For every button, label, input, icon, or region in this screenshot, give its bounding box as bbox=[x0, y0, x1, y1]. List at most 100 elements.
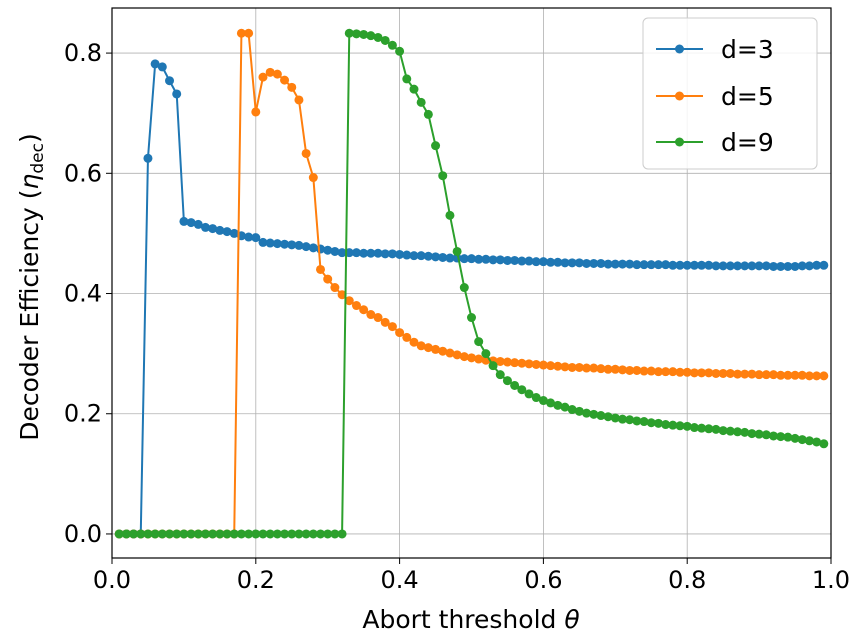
data-point-d3 bbox=[193, 219, 203, 229]
data-point-d9 bbox=[344, 28, 354, 38]
data-point-d3 bbox=[582, 258, 592, 268]
data-point-d3 bbox=[287, 240, 297, 250]
data-point-d9 bbox=[330, 529, 340, 539]
data-point-d5 bbox=[704, 368, 714, 378]
data-point-d3 bbox=[517, 256, 527, 266]
data-point-d5 bbox=[452, 350, 462, 360]
data-point-d3 bbox=[531, 257, 541, 267]
data-point-d3 bbox=[790, 261, 800, 271]
data-point-d5 bbox=[733, 369, 743, 379]
data-point-d3 bbox=[380, 249, 390, 259]
data-point-d3 bbox=[675, 260, 685, 270]
data-point-d5 bbox=[258, 72, 268, 82]
data-point-d5 bbox=[323, 274, 333, 284]
data-point-d5 bbox=[689, 368, 699, 378]
data-point-d5 bbox=[294, 95, 304, 105]
data-point-d3 bbox=[330, 246, 340, 256]
data-point-d9 bbox=[308, 529, 318, 539]
data-point-d9 bbox=[150, 529, 160, 539]
legend-entry-d9: d=9 bbox=[656, 128, 774, 157]
data-point-d3 bbox=[265, 238, 275, 248]
legend-label-d9: d=9 bbox=[721, 128, 774, 157]
data-point-d3 bbox=[747, 261, 757, 271]
legend-label-d3: d=3 bbox=[721, 35, 774, 64]
data-point-d5 bbox=[445, 348, 455, 358]
data-point-d9 bbox=[517, 385, 527, 395]
data-point-d9 bbox=[783, 432, 793, 442]
data-point-d5 bbox=[380, 317, 390, 327]
data-point-d5 bbox=[438, 346, 448, 356]
data-point-d3 bbox=[402, 250, 412, 260]
data-point-d9 bbox=[560, 402, 570, 412]
data-point-d3 bbox=[244, 232, 254, 242]
data-point-d5 bbox=[431, 344, 441, 354]
data-point-d5 bbox=[301, 148, 311, 158]
data-point-d3 bbox=[431, 252, 441, 262]
data-point-d9 bbox=[675, 421, 685, 431]
y-tick-label: 0.0 bbox=[64, 520, 102, 548]
data-point-d5 bbox=[646, 366, 656, 376]
data-point-d9 bbox=[639, 417, 649, 427]
data-point-d9 bbox=[646, 418, 656, 428]
data-point-d5 bbox=[747, 369, 757, 379]
data-point-d9 bbox=[682, 421, 692, 431]
data-point-d9 bbox=[445, 210, 455, 220]
data-point-d5 bbox=[603, 364, 613, 374]
data-point-d9 bbox=[546, 398, 556, 408]
data-point-d9 bbox=[768, 431, 778, 441]
data-point-d9 bbox=[409, 84, 419, 94]
data-point-d5 bbox=[467, 353, 476, 363]
data-point-d3 bbox=[323, 245, 333, 255]
data-point-d9 bbox=[416, 97, 426, 107]
data-point-d9 bbox=[754, 429, 764, 439]
data-point-d3 bbox=[495, 255, 505, 265]
series-d9 bbox=[114, 28, 829, 539]
data-point-d9 bbox=[625, 415, 635, 425]
data-point-d3 bbox=[474, 254, 484, 264]
data-point-d9 bbox=[114, 529, 124, 539]
data-point-d9 bbox=[387, 40, 397, 50]
data-point-d5 bbox=[610, 364, 620, 374]
data-point-d3 bbox=[682, 260, 692, 270]
data-point-d3 bbox=[560, 258, 570, 268]
data-point-d9 bbox=[244, 529, 254, 539]
data-point-d9 bbox=[395, 46, 405, 56]
data-point-d5 bbox=[236, 28, 246, 38]
data-point-d5 bbox=[280, 75, 290, 85]
data-point-d5 bbox=[668, 367, 678, 377]
data-point-d5 bbox=[272, 69, 282, 79]
data-point-d5 bbox=[812, 371, 822, 381]
data-point-d5 bbox=[538, 360, 548, 370]
data-point-d3 bbox=[603, 259, 613, 269]
data-point-d9 bbox=[316, 529, 326, 539]
y-tick-label: 0.2 bbox=[64, 400, 102, 428]
x-tick-label: 0.0 bbox=[93, 566, 131, 594]
data-point-d9 bbox=[697, 423, 707, 433]
data-point-d5 bbox=[337, 290, 347, 300]
data-point-d5 bbox=[653, 367, 663, 377]
data-point-d9 bbox=[502, 376, 512, 386]
data-point-d3 bbox=[768, 261, 778, 271]
series-layer bbox=[114, 28, 829, 539]
data-point-d9 bbox=[661, 420, 671, 430]
data-point-d5 bbox=[287, 82, 297, 92]
data-point-d5 bbox=[373, 313, 383, 323]
data-point-d3 bbox=[761, 261, 771, 271]
y-axis-label: Decoder Efficiency (ηdec) bbox=[15, 133, 48, 441]
data-point-d3 bbox=[733, 261, 743, 271]
legend-marker-d5 bbox=[675, 91, 684, 101]
data-point-d5 bbox=[395, 328, 405, 338]
data-point-d5 bbox=[819, 371, 829, 381]
data-point-d3 bbox=[783, 261, 793, 271]
data-point-d5 bbox=[661, 367, 671, 377]
y-tick-label: 0.4 bbox=[64, 280, 102, 308]
legend-entry-d5: d=5 bbox=[656, 82, 774, 111]
data-point-d3 bbox=[143, 153, 153, 163]
data-point-d5 bbox=[754, 370, 764, 380]
data-point-d5 bbox=[517, 358, 527, 368]
data-point-d9 bbox=[553, 400, 563, 410]
data-point-d5 bbox=[639, 366, 649, 376]
data-point-d9 bbox=[596, 411, 606, 421]
data-point-d9 bbox=[208, 529, 218, 539]
